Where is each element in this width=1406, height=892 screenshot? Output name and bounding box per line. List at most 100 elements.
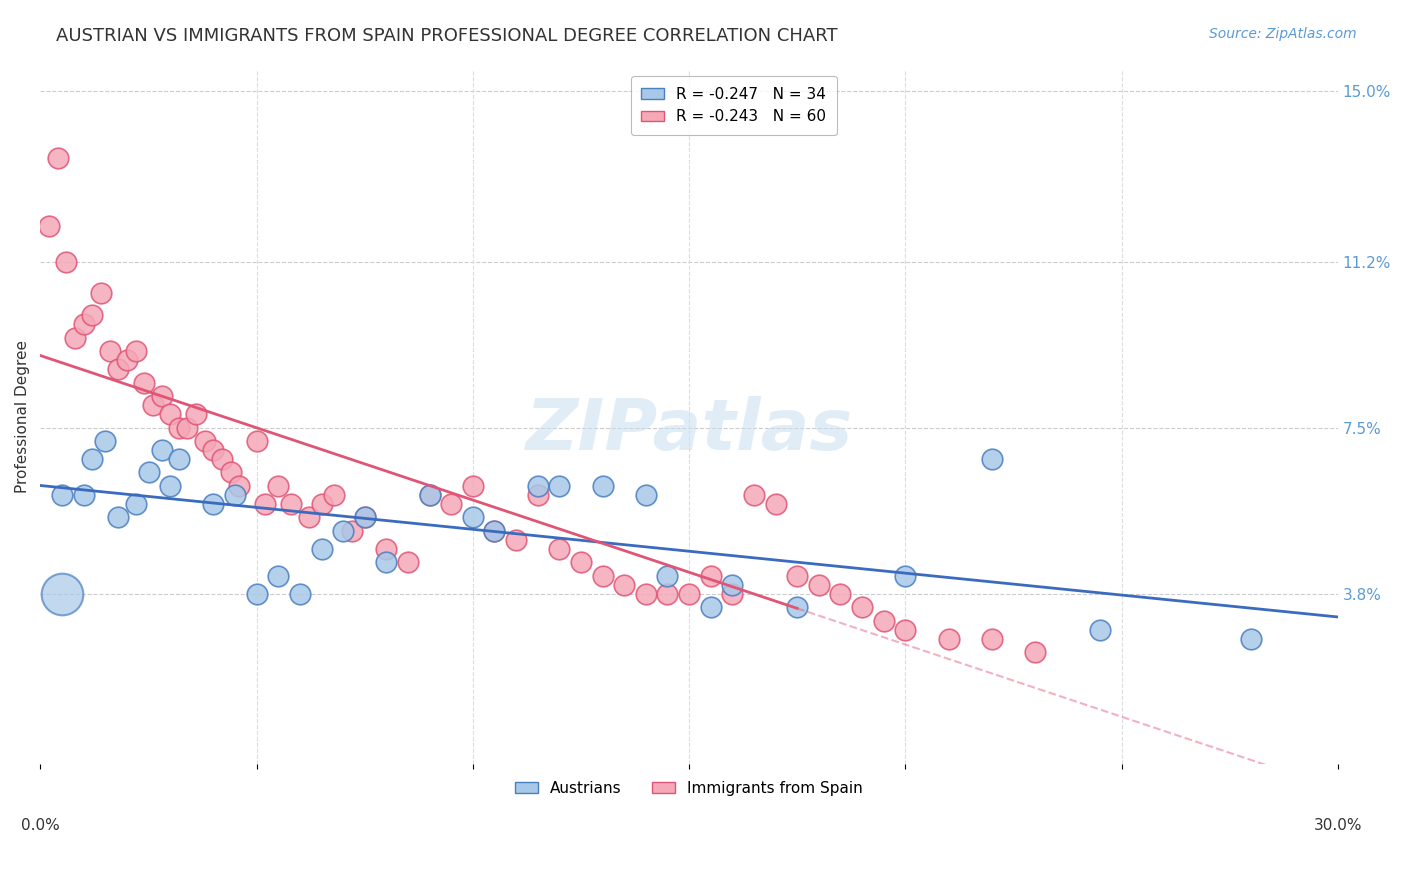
Point bbox=[115, 353, 138, 368]
Point bbox=[873, 614, 896, 628]
Point bbox=[592, 568, 614, 582]
Point bbox=[894, 568, 917, 582]
Point bbox=[73, 488, 96, 502]
Point bbox=[280, 497, 302, 511]
Point bbox=[107, 362, 129, 376]
Point bbox=[82, 309, 104, 323]
Point bbox=[353, 510, 375, 524]
Point bbox=[202, 497, 225, 511]
Point bbox=[980, 452, 1002, 467]
Point bbox=[1024, 645, 1046, 659]
Point bbox=[297, 510, 319, 524]
Point bbox=[634, 488, 657, 502]
Point bbox=[167, 452, 190, 467]
Point bbox=[150, 443, 173, 458]
Point bbox=[82, 452, 104, 467]
Point bbox=[851, 600, 873, 615]
Point bbox=[332, 524, 354, 538]
Point bbox=[202, 443, 225, 458]
Point bbox=[526, 488, 548, 502]
Point bbox=[807, 577, 830, 591]
Point bbox=[938, 632, 960, 646]
Point bbox=[699, 568, 721, 582]
Point bbox=[107, 510, 129, 524]
Point bbox=[980, 632, 1002, 646]
Point bbox=[211, 452, 233, 467]
Point bbox=[219, 466, 242, 480]
Point bbox=[396, 555, 419, 569]
Point bbox=[657, 568, 679, 582]
Point bbox=[38, 219, 60, 233]
Point bbox=[267, 568, 290, 582]
Point bbox=[224, 488, 246, 502]
Point bbox=[678, 587, 700, 601]
Point bbox=[613, 577, 636, 591]
Point bbox=[548, 541, 571, 556]
Point bbox=[167, 420, 190, 434]
Point bbox=[440, 497, 463, 511]
Point bbox=[340, 524, 363, 538]
Point bbox=[142, 398, 165, 412]
Point bbox=[419, 488, 441, 502]
Point bbox=[419, 488, 441, 502]
Point bbox=[138, 466, 160, 480]
Point bbox=[786, 568, 808, 582]
Point bbox=[63, 331, 86, 345]
Text: ZIPatlas: ZIPatlas bbox=[526, 396, 853, 465]
Point bbox=[657, 587, 679, 601]
Point bbox=[786, 600, 808, 615]
Point bbox=[176, 420, 198, 434]
Point bbox=[526, 479, 548, 493]
Point bbox=[375, 541, 398, 556]
Point bbox=[94, 434, 117, 448]
Point bbox=[73, 318, 96, 332]
Point bbox=[254, 497, 277, 511]
Point bbox=[505, 533, 527, 547]
Point bbox=[765, 497, 787, 511]
Point bbox=[592, 479, 614, 493]
Point bbox=[98, 344, 121, 359]
Point bbox=[150, 389, 173, 403]
Point bbox=[311, 497, 333, 511]
Point bbox=[184, 407, 207, 421]
Y-axis label: Professional Degree: Professional Degree bbox=[15, 340, 30, 493]
Point bbox=[246, 587, 269, 601]
Point bbox=[461, 479, 484, 493]
Legend: Austrians, Immigrants from Spain: Austrians, Immigrants from Spain bbox=[506, 772, 872, 805]
Point bbox=[548, 479, 571, 493]
Point bbox=[894, 623, 917, 637]
Point bbox=[288, 587, 311, 601]
Point bbox=[375, 555, 398, 569]
Point bbox=[721, 577, 744, 591]
Point bbox=[1088, 623, 1111, 637]
Point bbox=[51, 587, 73, 601]
Point bbox=[55, 254, 77, 268]
Text: AUSTRIAN VS IMMIGRANTS FROM SPAIN PROFESSIONAL DEGREE CORRELATION CHART: AUSTRIAN VS IMMIGRANTS FROM SPAIN PROFES… bbox=[56, 27, 838, 45]
Point bbox=[484, 524, 506, 538]
Point bbox=[721, 587, 744, 601]
Point bbox=[194, 434, 217, 448]
Point bbox=[267, 479, 290, 493]
Point bbox=[353, 510, 375, 524]
Point bbox=[134, 376, 156, 390]
Point bbox=[90, 285, 112, 300]
Text: 0.0%: 0.0% bbox=[21, 818, 60, 833]
Point bbox=[461, 510, 484, 524]
Point bbox=[124, 497, 146, 511]
Point bbox=[246, 434, 269, 448]
Point bbox=[742, 488, 765, 502]
Point bbox=[46, 151, 69, 165]
Point bbox=[159, 479, 181, 493]
Text: 30.0%: 30.0% bbox=[1313, 818, 1362, 833]
Text: Source: ZipAtlas.com: Source: ZipAtlas.com bbox=[1209, 27, 1357, 41]
Point bbox=[323, 488, 346, 502]
Point bbox=[228, 479, 250, 493]
Point bbox=[51, 488, 73, 502]
Point bbox=[1240, 632, 1263, 646]
Point bbox=[634, 587, 657, 601]
Point bbox=[311, 541, 333, 556]
Point bbox=[159, 407, 181, 421]
Point bbox=[830, 587, 852, 601]
Point bbox=[699, 600, 721, 615]
Point bbox=[484, 524, 506, 538]
